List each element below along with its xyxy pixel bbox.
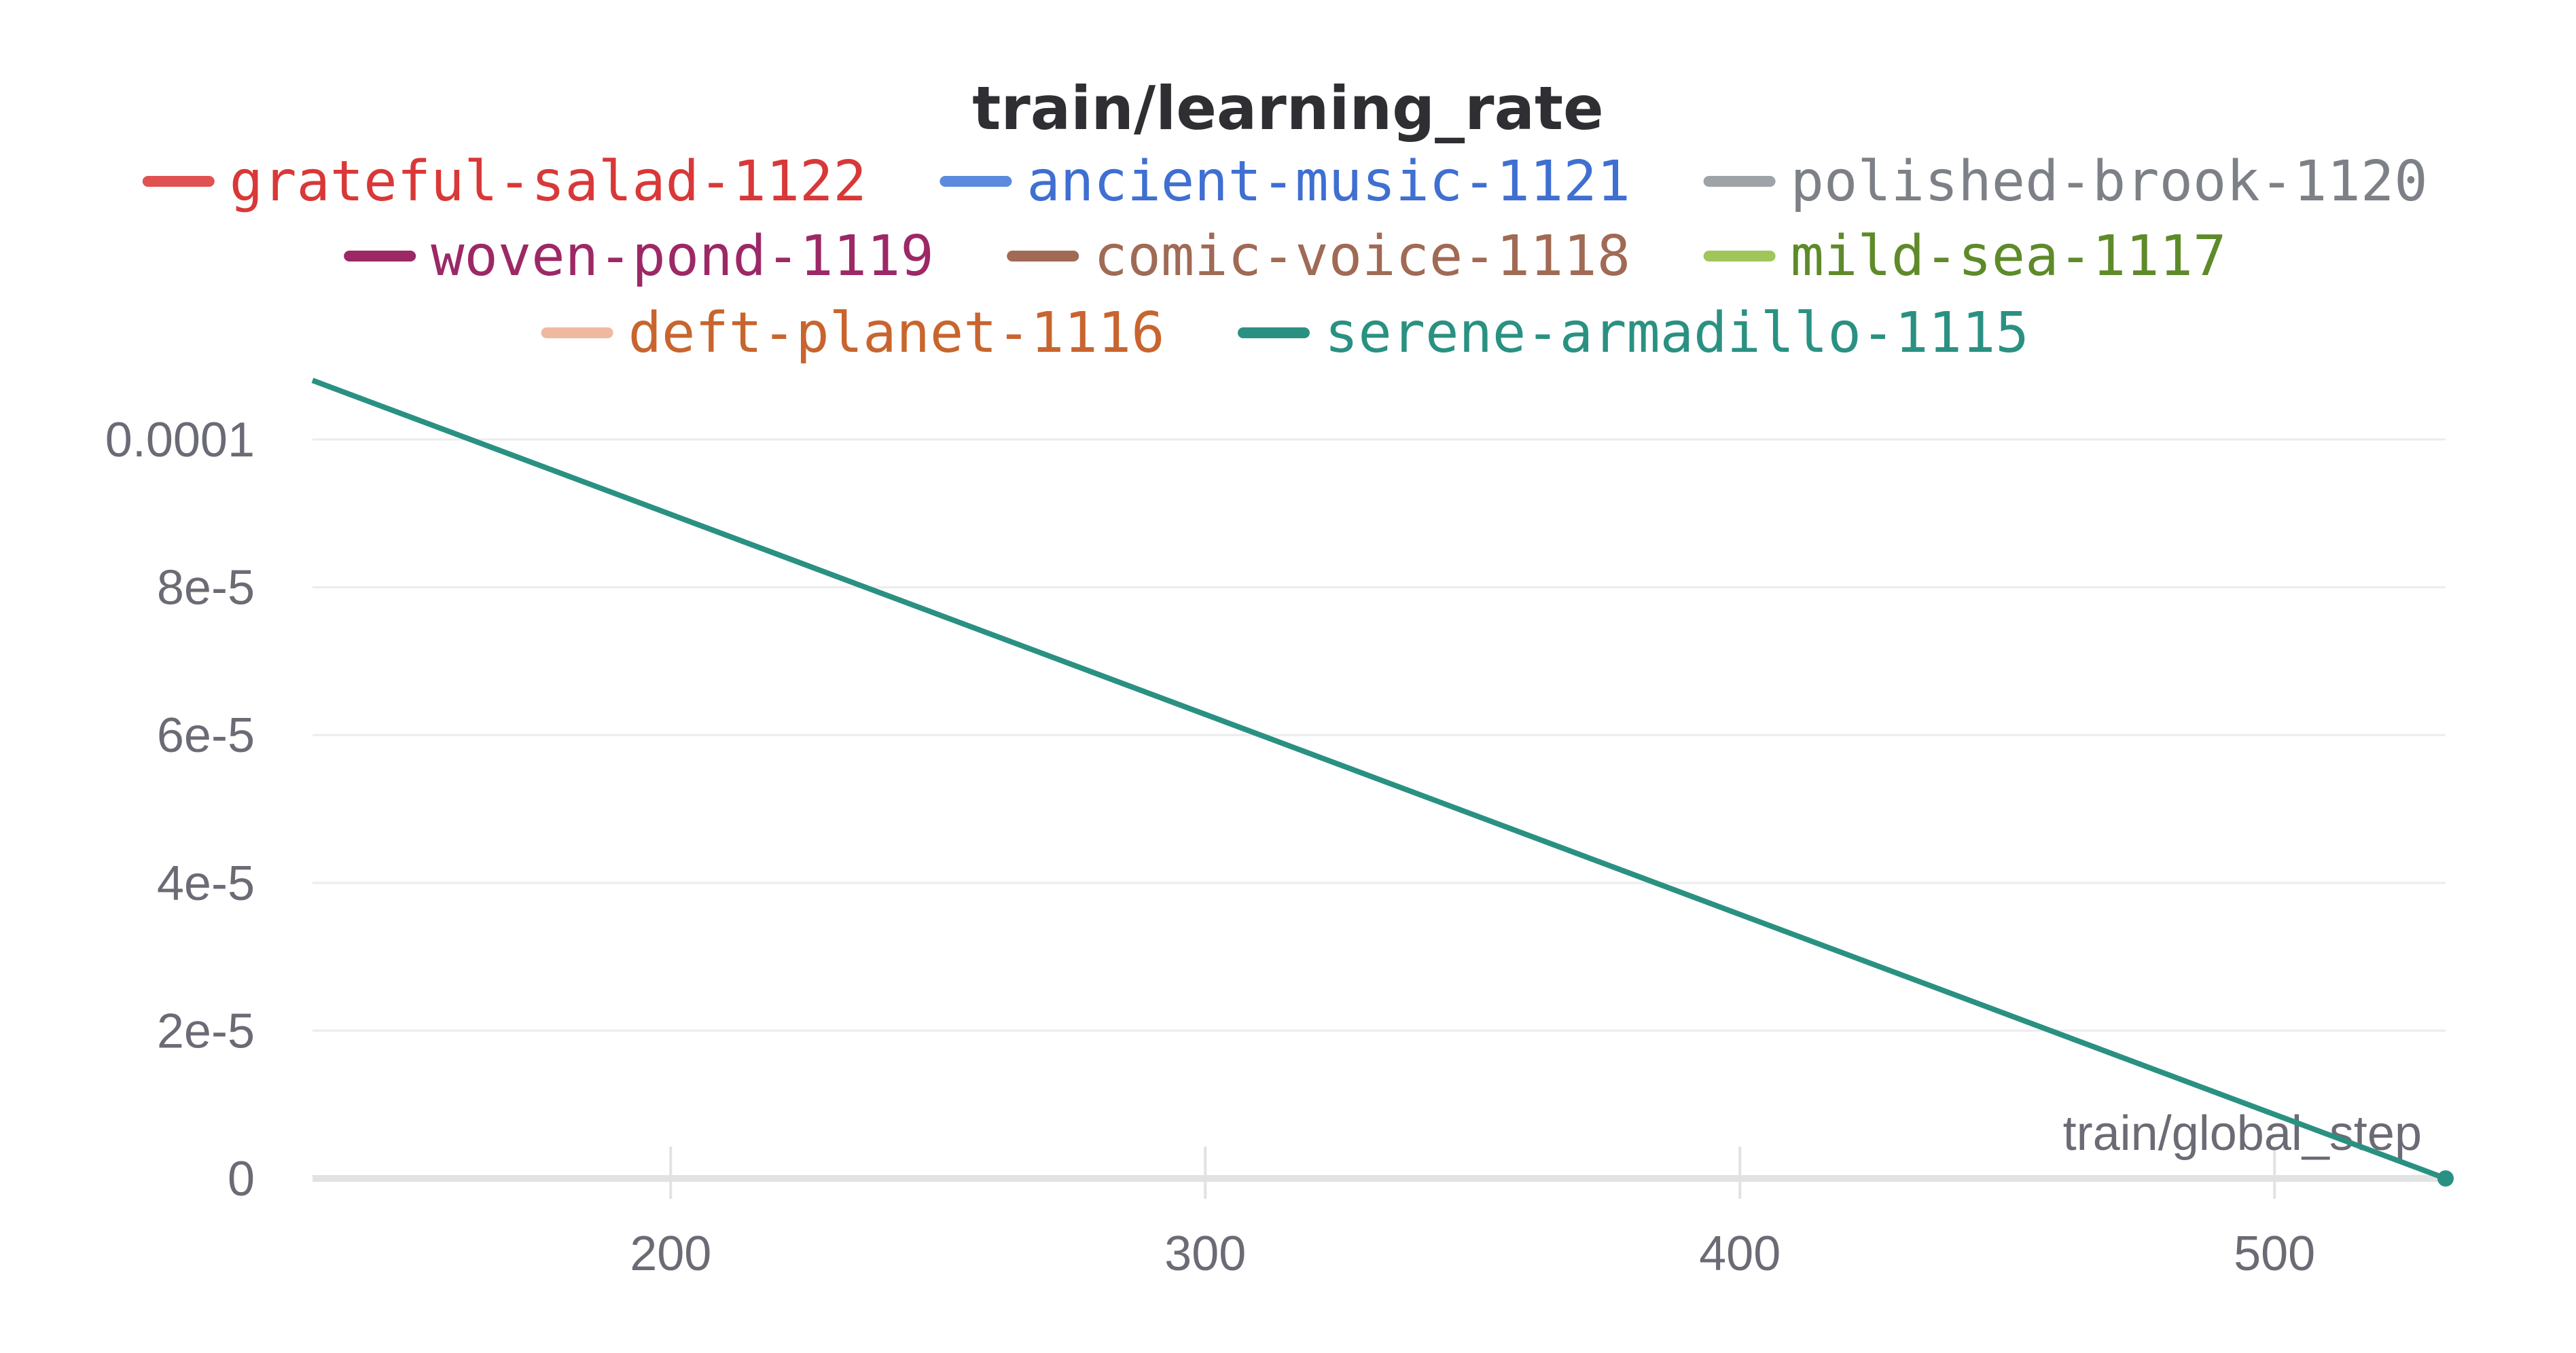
x-axis: 200 300 400 500 bbox=[630, 1147, 2315, 1281]
legend-label: polished-brook-1120 bbox=[1791, 149, 2428, 214]
legend-item: deft-planet-1116 bbox=[541, 301, 1165, 365]
x-tick-label: 200 bbox=[630, 1227, 711, 1281]
y-axis: 0 2e-5 4e-5 6e-5 8e-5 0.0001 bbox=[105, 413, 255, 1206]
legend-label: grateful-salad-1122 bbox=[230, 149, 867, 214]
series-end-point bbox=[2437, 1170, 2454, 1187]
gridlines bbox=[312, 438, 2446, 1182]
legend: grateful-salad-1122 ancient-music-1121 pol… bbox=[142, 149, 2428, 365]
legend-label: serene-armadillo-1115 bbox=[1325, 301, 2029, 365]
x-tick-label: 300 bbox=[1164, 1227, 1246, 1281]
legend-label: ancient-music-1121 bbox=[1026, 149, 1630, 214]
y-tick-label: 6e-5 bbox=[157, 708, 255, 763]
y-tick-label: 8e-5 bbox=[157, 561, 255, 615]
legend-label: deft-planet-1116 bbox=[628, 301, 1165, 365]
y-tick-label: 0.0001 bbox=[105, 413, 255, 467]
legend-label: woven-pond-1119 bbox=[431, 224, 934, 289]
chart-title: train/learning_rate bbox=[972, 73, 1603, 143]
x-tick-label: 400 bbox=[1699, 1227, 1781, 1281]
legend-item: polished-brook-1120 bbox=[1703, 149, 2428, 214]
legend-item: woven-pond-1119 bbox=[344, 224, 934, 289]
x-axis-title: train/global_step bbox=[2063, 1106, 2422, 1161]
legend-item: serene-armadillo-1115 bbox=[1238, 301, 2029, 365]
legend-item: comic-voice-1118 bbox=[1007, 224, 1630, 289]
x-tick-label: 500 bbox=[2234, 1227, 2315, 1281]
legend-item: mild-sea-1117 bbox=[1703, 224, 2227, 289]
series-layer bbox=[311, 378, 2454, 1187]
legend-item: ancient-music-1121 bbox=[940, 149, 1630, 214]
y-tick-label: 4e-5 bbox=[157, 856, 255, 911]
y-tick-label: 0 bbox=[228, 1152, 255, 1206]
y-tick-label: 2e-5 bbox=[157, 1004, 255, 1058]
legend-item: grateful-salad-1122 bbox=[142, 149, 867, 214]
legend-label: mild-sea-1117 bbox=[1791, 224, 2227, 289]
legend-label: comic-voice-1118 bbox=[1094, 224, 1630, 289]
series-line bbox=[311, 378, 2447, 1181]
